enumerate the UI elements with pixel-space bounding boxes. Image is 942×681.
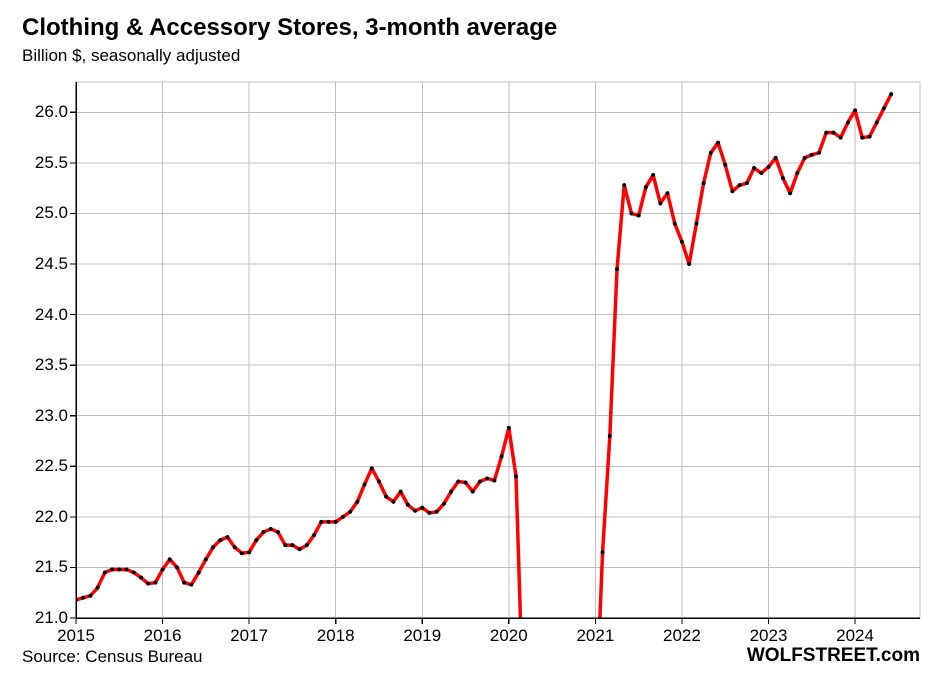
x-tick-label: 2015 — [57, 626, 95, 646]
x-tick-label: 2018 — [317, 626, 355, 646]
chart-container: Clothing & Accessory Stores, 3-month ave… — [0, 0, 942, 681]
y-tick-label: 22.0 — [35, 507, 68, 527]
y-tick-label: 21.0 — [35, 608, 68, 628]
chart-svg — [76, 82, 920, 618]
y-tick-label: 24.0 — [35, 305, 68, 325]
y-tick-label: 23.5 — [35, 355, 68, 375]
x-tick-label: 2017 — [230, 626, 268, 646]
series-line — [74, 92, 893, 681]
y-tick-label: 24.5 — [35, 254, 68, 274]
chart-subtitle: Billion $, seasonally adjusted — [22, 46, 240, 66]
x-tick-label: 2023 — [750, 626, 788, 646]
plot-area: 21.021.522.022.523.023.524.024.525.025.5… — [76, 82, 920, 618]
gridlines — [76, 82, 920, 618]
y-tick-label: 23.0 — [35, 406, 68, 426]
brand-label: WOLFSTREET.com — [747, 645, 920, 667]
source-label: Source: Census Bureau — [22, 647, 203, 667]
y-tick-label: 22.5 — [35, 456, 68, 476]
y-tick-label: 21.5 — [35, 557, 68, 577]
x-tick-label: 2022 — [663, 626, 701, 646]
chart-title: Clothing & Accessory Stores, 3-month ave… — [22, 14, 557, 42]
x-tick-label: 2024 — [836, 626, 874, 646]
y-tick-label: 25.0 — [35, 203, 68, 223]
x-tick-label: 2019 — [403, 626, 441, 646]
x-tick-label: 2021 — [576, 626, 614, 646]
x-tick-label: 2016 — [144, 626, 182, 646]
y-tick-label: 26.0 — [35, 102, 68, 122]
x-tick-label: 2020 — [490, 626, 528, 646]
y-tick-label: 25.5 — [35, 153, 68, 173]
